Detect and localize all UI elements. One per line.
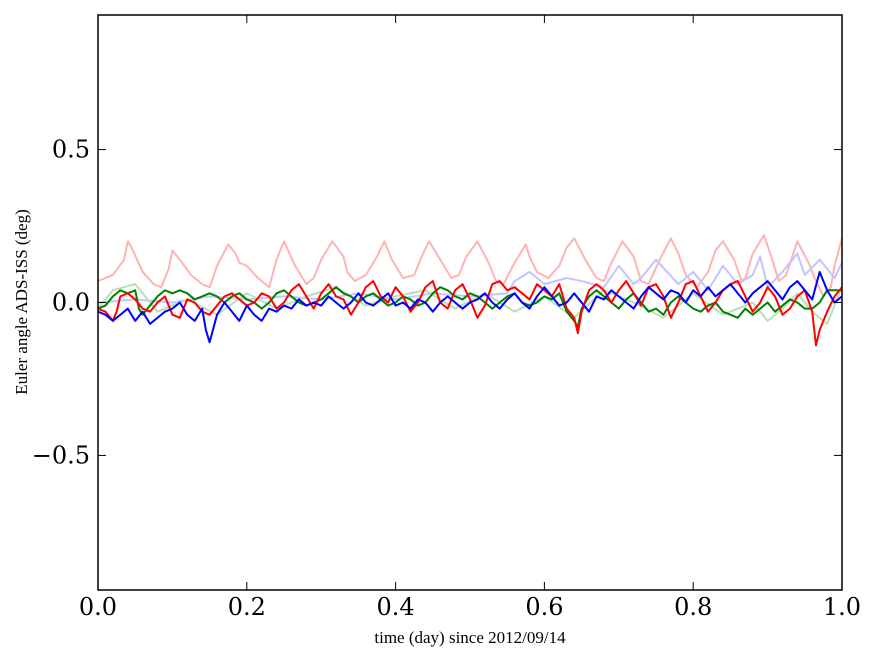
x-tick-label-2: 0.4 <box>377 593 415 621</box>
x-tick-label-3: 0.6 <box>525 593 563 621</box>
x-tick-label-5: 1.0 <box>823 593 861 621</box>
series-line-2 <box>98 252 842 304</box>
y-axis-label: Euler angle ADS-ISS (deg) <box>12 209 31 395</box>
series-layer <box>98 234 842 347</box>
x-tick-label-4: 0.8 <box>674 593 712 621</box>
x-tick-label-1: 0.2 <box>228 593 266 621</box>
series-line-1 <box>98 234 842 298</box>
x-axis-label: time (day) since 2012/09/14 <box>374 628 566 647</box>
series-line-4 <box>98 286 842 328</box>
x-tick-label-0: 0.0 <box>79 593 117 621</box>
ticks-layer: 0.0 0.2 0.4 0.6 0.8 1.0 0.5 0.0 −0.5 <box>32 15 861 621</box>
series-line-3 <box>98 283 842 325</box>
series-line-6 <box>98 270 842 344</box>
y-tick-label-2: −0.5 <box>32 441 90 469</box>
y-tick-label-0: 0.5 <box>52 136 90 164</box>
series-line-5 <box>98 280 842 347</box>
y-tick-label-1: 0.0 <box>52 289 90 317</box>
